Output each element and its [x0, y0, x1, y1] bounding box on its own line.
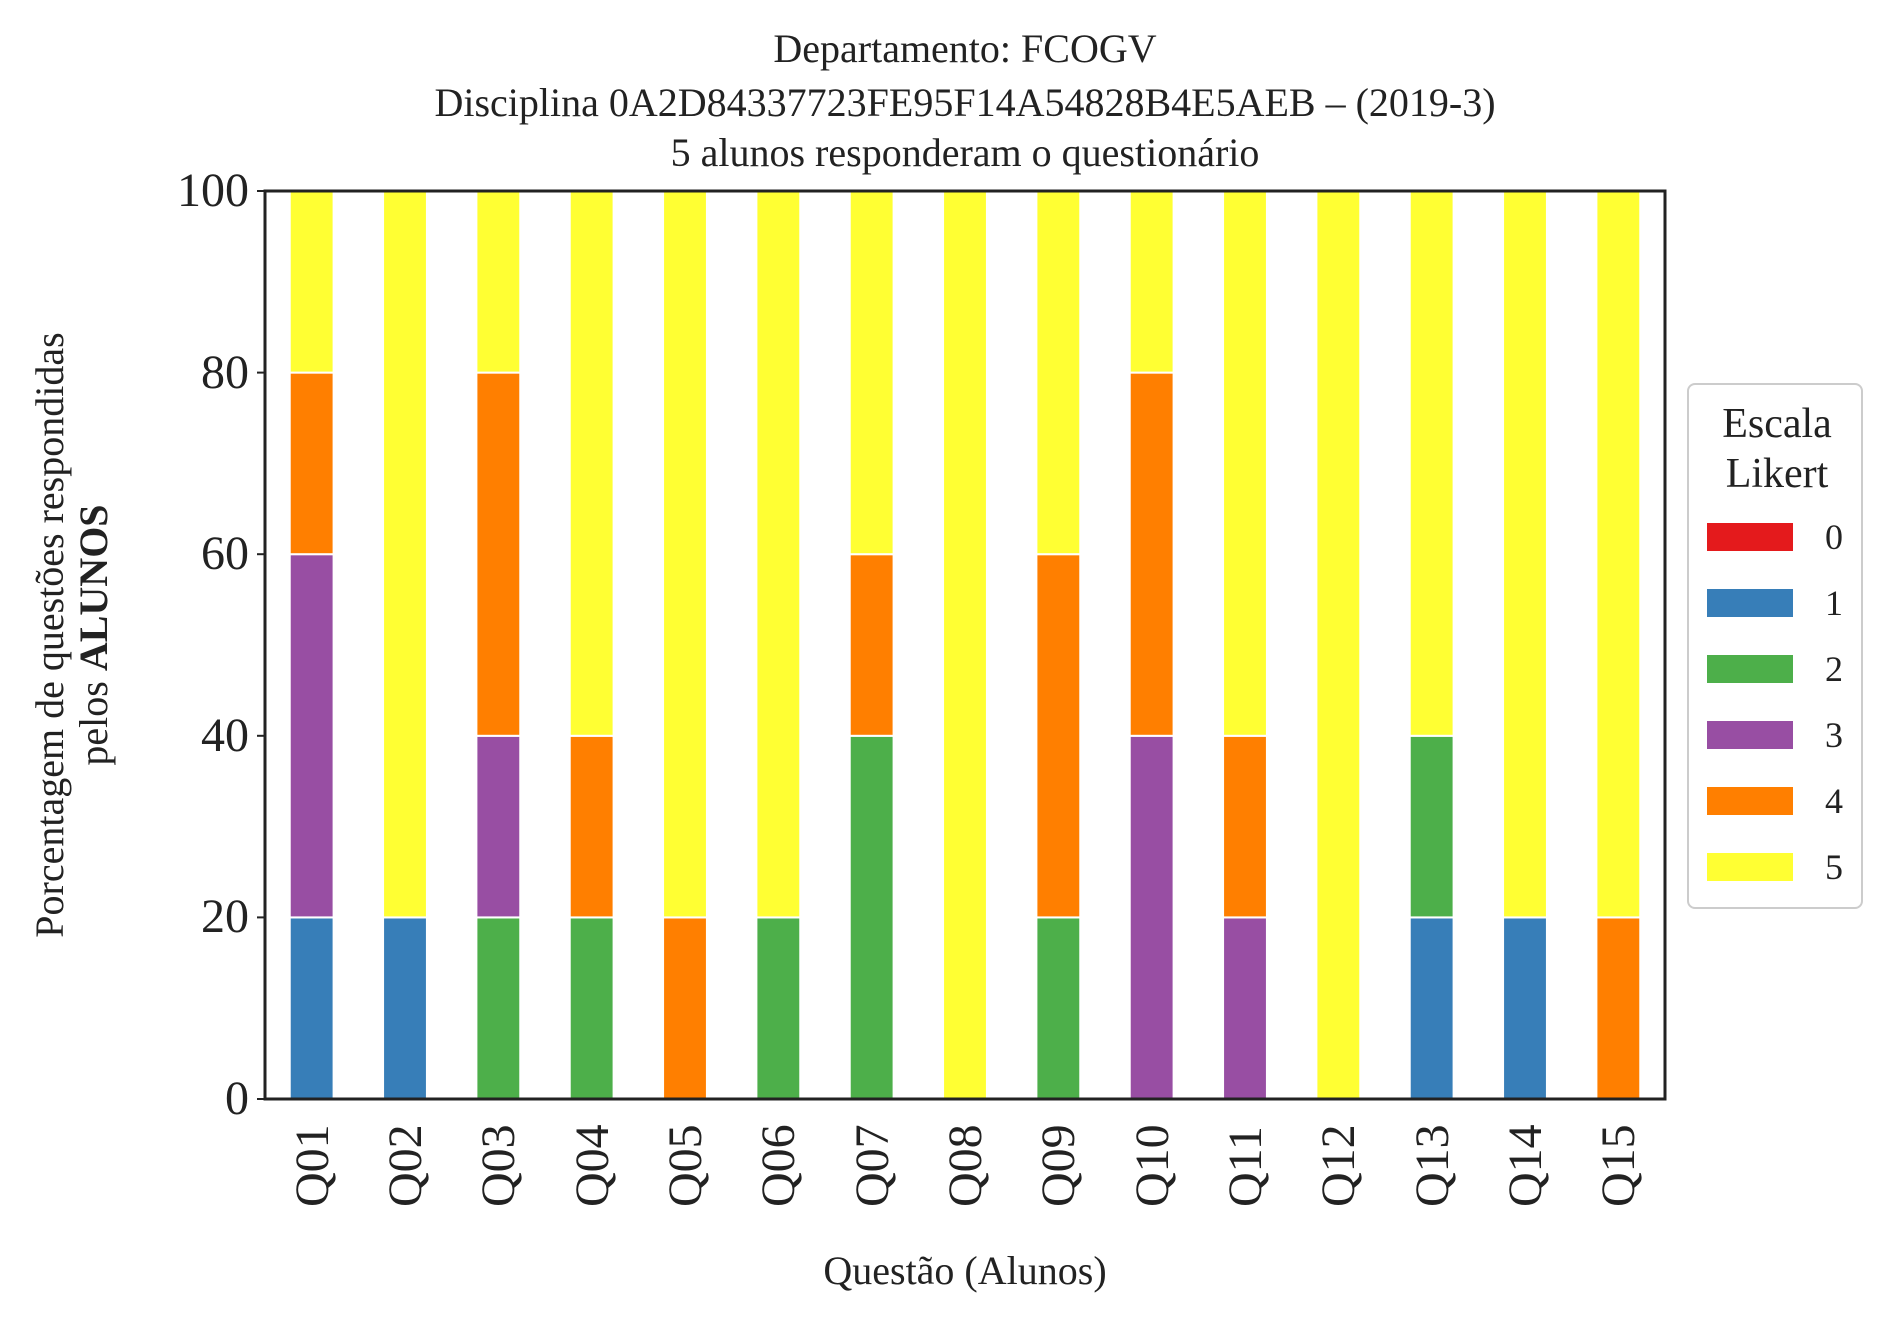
legend-label-0: 0 — [1825, 517, 1843, 557]
bar-Q03-likert-2 — [475, 916, 522, 1101]
bar-Q03-likert-3 — [475, 734, 522, 919]
bar-Q03-likert-5 — [475, 190, 522, 374]
y-axis-label-line-2: pelos ALUNOS — [71, 245, 116, 1025]
y-tick-label-20: 20 — [201, 890, 249, 944]
bar-Q03-likert-4 — [475, 371, 522, 737]
bar-Q01-likert-4 — [288, 371, 335, 556]
legend-swatch-1 — [1707, 589, 1793, 617]
bar-Q09-likert-4 — [1035, 553, 1082, 919]
bar-Q08-likert-5 — [942, 190, 988, 1100]
x-tick-label-Q15: Q15 — [1592, 1124, 1646, 1207]
x-tick-label-Q07: Q07 — [845, 1124, 899, 1207]
chart-title-line-2: Disciplina 0A2D84337723FE95F14A54828B4E5… — [434, 80, 1496, 125]
legend-entry-3: 3 — [1707, 713, 1857, 755]
bar-Q04-likert-2 — [568, 916, 615, 1101]
x-tick-label-Q03: Q03 — [472, 1124, 526, 1207]
bar-Q04-likert-5 — [568, 190, 615, 737]
legend-title-line-1: Escala — [1722, 401, 1832, 447]
legend-swatch-4 — [1707, 787, 1793, 815]
plot-frame — [263, 189, 1667, 1101]
x-tick-label-Q10: Q10 — [1125, 1124, 1179, 1207]
y-tick-label-60: 60 — [201, 527, 249, 581]
legend-label-1: 1 — [1825, 583, 1843, 623]
x-tick-label-Q04: Q04 — [565, 1124, 619, 1207]
bar-Q02-likert-1 — [382, 916, 428, 1101]
legend-swatch-0 — [1707, 523, 1793, 551]
x-tick-label-Q02: Q02 — [379, 1124, 432, 1207]
bar-Q05-likert-4 — [662, 916, 708, 1101]
x-tick-label-Q13: Q13 — [1405, 1124, 1459, 1207]
bar-Q13-likert-5 — [1408, 190, 1455, 737]
x-axis-label: Questão (Alunos) — [823, 1248, 1107, 1293]
bar-Q07-likert-5 — [848, 190, 895, 556]
chart-title-line-3: 5 alunos responderam o questionário — [670, 130, 1260, 175]
bar-Q02-likert-5 — [382, 190, 428, 919]
y-tick-label-80: 80 — [201, 345, 249, 399]
bar-Q06-likert-2 — [755, 916, 802, 1101]
bar-Q11-likert-3 — [1222, 916, 1268, 1101]
y-tick-label-0: 0 — [225, 1072, 249, 1125]
legend: Escala Likert 0 1 2 3 4 5 — [1687, 383, 1863, 909]
bar-Q09-likert-5 — [1035, 190, 1082, 556]
bar-Q12-likert-5 — [1315, 190, 1362, 1100]
x-tick-label-Q09: Q09 — [1032, 1124, 1086, 1207]
bar-Q15-likert-5 — [1595, 190, 1642, 919]
bar-Q07-likert-2 — [848, 734, 895, 1100]
x-tick-label-Q08: Q08 — [939, 1124, 992, 1207]
bar-Q15-likert-4 — [1595, 916, 1642, 1101]
x-tick-label-Q11: Q11 — [1219, 1126, 1272, 1207]
y-axis-label: Porcentagem de questões respondidas pelo… — [27, 245, 116, 1025]
y-tick-label-40: 40 — [201, 708, 249, 762]
bar-Q01-likert-5 — [288, 190, 335, 374]
bar-Q01-likert-1 — [288, 916, 335, 1101]
legend-label-2: 2 — [1825, 649, 1843, 689]
y-axis-label-bold: ALUNOS — [71, 504, 116, 672]
x-tick-label-Q05: Q05 — [659, 1124, 712, 1207]
bar-Q06-likert-5 — [755, 190, 802, 919]
x-tick-label-Q06: Q06 — [752, 1124, 806, 1207]
legend-swatch-2 — [1707, 655, 1793, 683]
legend-title-line-2: Likert — [1725, 451, 1829, 497]
bar-Q04-likert-4 — [568, 734, 615, 919]
chart-title-line-1: Departamento: FCOGV — [773, 26, 1157, 71]
bar-Q10-likert-5 — [1128, 190, 1175, 374]
legend-swatch-5 — [1707, 853, 1793, 881]
legend-label-5: 5 — [1825, 847, 1843, 887]
bars-group — [288, 190, 1642, 1101]
bar-Q14-likert-5 — [1502, 190, 1548, 919]
bar-Q05-likert-5 — [662, 190, 708, 919]
legend-entry-1: 1 — [1707, 581, 1857, 623]
y-axis-label-prefix: pelos — [71, 671, 116, 766]
legend-entry-2: 2 — [1707, 647, 1857, 689]
bar-Q14-likert-1 — [1502, 916, 1548, 1101]
bar-Q09-likert-2 — [1035, 916, 1082, 1101]
bar-Q11-likert-4 — [1222, 734, 1268, 919]
y-axis-label-line-1: Porcentagem de questões respondidas — [27, 332, 72, 938]
legend-entry-0: 0 — [1707, 515, 1857, 557]
bar-Q07-likert-4 — [848, 553, 895, 737]
legend-entry-4: 4 — [1707, 779, 1857, 821]
y-tick-label-100: 100 — [177, 164, 249, 217]
legend-title: Escala Likert — [1689, 399, 1865, 499]
bar-Q10-likert-3 — [1128, 734, 1175, 1100]
bar-Q13-likert-2 — [1408, 734, 1455, 919]
legend-label-4: 4 — [1825, 781, 1843, 821]
x-tick-label-Q14: Q14 — [1499, 1124, 1552, 1207]
bar-Q11-likert-5 — [1222, 190, 1268, 737]
bar-Q10-likert-4 — [1128, 371, 1175, 737]
legend-swatch-3 — [1707, 721, 1793, 749]
x-tick-label-Q01: Q01 — [285, 1124, 339, 1207]
bar-Q01-likert-3 — [288, 553, 335, 919]
x-tick-label-Q12: Q12 — [1312, 1124, 1366, 1207]
legend-label-3: 3 — [1825, 715, 1843, 755]
bar-Q13-likert-1 — [1408, 916, 1455, 1101]
legend-entry-5: 5 — [1707, 845, 1857, 887]
